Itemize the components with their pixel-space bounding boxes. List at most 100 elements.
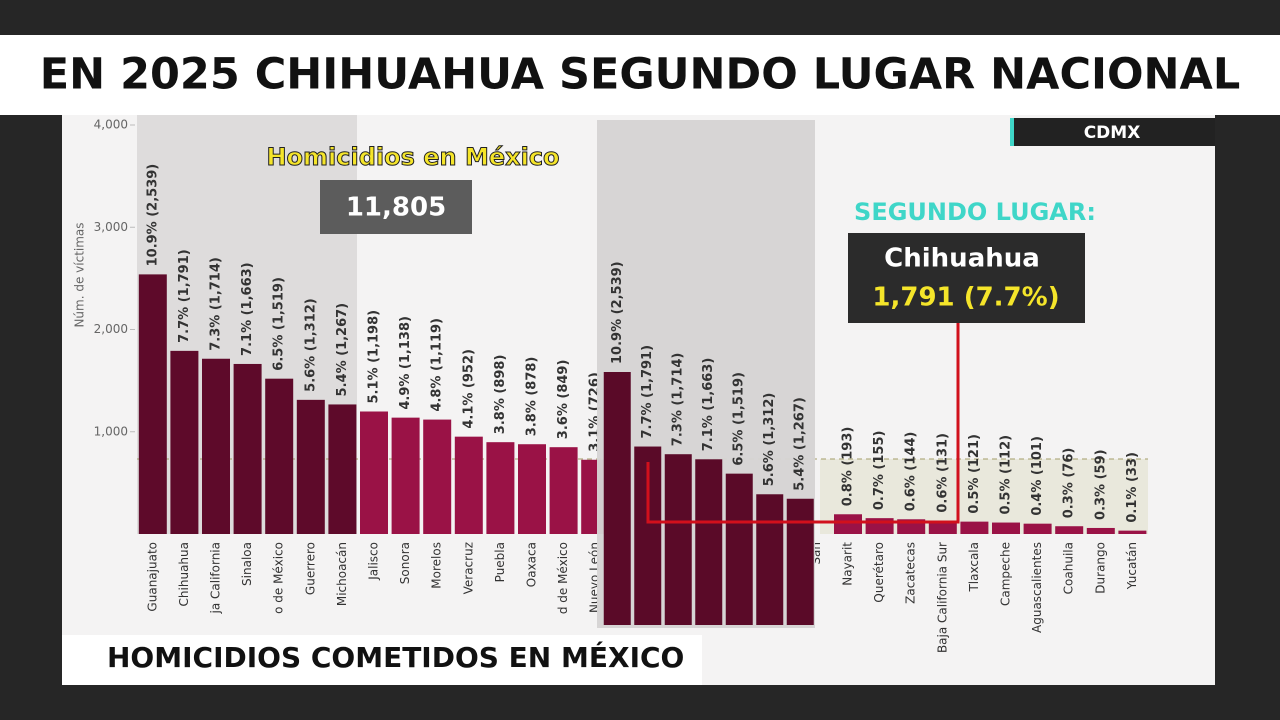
bar — [725, 473, 753, 625]
total-title: Homicidios en México — [266, 143, 559, 171]
rank-value: 1,791 (7.7%) — [872, 283, 1059, 313]
bar — [603, 372, 631, 625]
bar — [170, 350, 199, 534]
x-tick-label: Tlaxcala — [967, 542, 981, 593]
x-tick-label: o de México — [272, 542, 286, 614]
value-label: 5.1% (1,198) — [367, 310, 382, 404]
bar — [1086, 527, 1115, 534]
x-tick-label: Durango — [1093, 542, 1107, 594]
bar — [296, 399, 325, 534]
x-tick-label: Campeche — [999, 542, 1013, 606]
value-label: 0.3% (76) — [1062, 448, 1077, 519]
bar — [138, 274, 167, 534]
bar — [960, 521, 989, 534]
value-label: 6.5% (1,519) — [732, 372, 747, 466]
value-label: 6.5% (1,519) — [272, 277, 287, 371]
value-label: 3.8% (878) — [525, 357, 540, 437]
value-label: 5.4% (1,267) — [793, 397, 808, 491]
x-tick-label: Chihuahua — [177, 542, 191, 606]
bar — [1023, 523, 1052, 534]
y-tick-label: 4,000 — [94, 118, 128, 132]
bar — [518, 444, 546, 534]
value-label: 10.9% (2,539) — [610, 261, 625, 364]
bar — [423, 419, 452, 534]
x-tick-label: Guerrero — [303, 542, 317, 595]
x-tick-label: Zacatecas — [904, 542, 918, 604]
x-tick-label: Coahuila — [1062, 542, 1076, 594]
value-label: 7.1% (1,663) — [240, 262, 255, 356]
bar — [549, 447, 578, 534]
value-label: 0.6% (131) — [935, 433, 950, 513]
value-label: 0.3% (59) — [1093, 449, 1108, 520]
x-tick-label: Guanajuato — [145, 542, 159, 612]
footer-band — [62, 635, 702, 685]
x-tick-label: ja California — [209, 542, 223, 614]
value-label: 0.7% (155) — [872, 431, 887, 511]
total-box — [320, 180, 472, 234]
x-tick-label: Puebla — [493, 542, 507, 582]
value-label: 3.6% (849) — [556, 360, 571, 440]
headline-bar — [0, 35, 1280, 115]
x-tick-label: Sinaloa — [240, 542, 254, 586]
bar — [786, 498, 814, 625]
bar — [328, 404, 357, 534]
bar — [1118, 530, 1147, 534]
x-tick-label: Veracruz — [461, 542, 475, 594]
value-label: 4.8% (1,119) — [430, 318, 445, 412]
headline: EN 2025 CHIHUAHUA SEGUNDO LUGAR NACIONAL — [40, 50, 1240, 100]
rank-title: SEGUNDO LUGAR: — [854, 198, 1096, 226]
value-label: 0.5% (112) — [999, 435, 1014, 515]
y-tick-label: 1,000 — [94, 424, 128, 438]
total-value: 11,805 — [346, 193, 446, 223]
y-axis-title: Núm. de víctimas — [73, 222, 87, 327]
value-label: 7.7% (1,791) — [640, 345, 655, 439]
bar — [486, 442, 515, 534]
value-label: 5.4% (1,267) — [335, 303, 350, 397]
tag-accent — [1010, 118, 1014, 146]
tag-box — [1010, 118, 1215, 146]
value-label: 3.8% (898) — [493, 355, 508, 435]
x-tick-label: Nayarit — [841, 542, 855, 586]
x-tick-label: Yucatán — [1125, 542, 1139, 590]
x-tick-label: Oaxaca — [525, 542, 539, 587]
value-label: 0.5% (121) — [967, 434, 982, 514]
x-tick-label: Jalisco — [367, 542, 381, 581]
inset-chart: 10.9% (2,539) 7.7% (1,791) 7.3% (1,714) 7.1… — [603, 261, 814, 625]
value-label: 7.3% (1,714) — [671, 353, 686, 447]
bar — [834, 514, 862, 534]
bar — [360, 411, 388, 534]
bar — [1055, 526, 1084, 534]
bar — [454, 436, 483, 534]
value-label: 0.4% (101) — [1030, 436, 1045, 516]
bar — [756, 494, 784, 625]
bar — [695, 459, 723, 625]
x-tick-label: d de México — [556, 542, 570, 614]
x-tick-label: Morelos — [430, 542, 444, 589]
bar — [233, 363, 262, 534]
footer: HOMICIDIOS COMETIDOS EN MÉXICO — [107, 640, 684, 674]
value-label: 5.6% (1,312) — [762, 393, 777, 487]
value-label: 4.1% (952) — [461, 349, 476, 429]
bar — [928, 520, 957, 534]
x-tick-label: Baja California Sur — [935, 542, 949, 653]
value-label: 0.8% (193) — [841, 427, 856, 507]
x-tick-label: Sonora — [398, 542, 412, 584]
rank-state: Chihuahua — [884, 244, 1040, 274]
y-tick-label: 3,000 — [94, 220, 128, 234]
value-label: 5.6% (1,312) — [303, 298, 318, 392]
x-tick-label: Querétaro — [872, 542, 886, 603]
tag: CDMX — [1084, 123, 1141, 143]
rank-box — [848, 233, 1085, 323]
value-label: 10.9% (2,539) — [145, 164, 160, 267]
value-label: 4.9% (1,138) — [398, 316, 413, 410]
y-tick-label: 2,000 — [94, 322, 128, 336]
bar — [265, 378, 294, 534]
connector — [646, 323, 960, 524]
value-label: 0.6% (144) — [904, 432, 919, 512]
value-label: 7.7% (1,791) — [177, 249, 192, 343]
bar — [992, 522, 1020, 534]
bar — [391, 417, 420, 534]
bar — [202, 358, 230, 534]
value-label: 7.1% (1,663) — [701, 358, 716, 452]
